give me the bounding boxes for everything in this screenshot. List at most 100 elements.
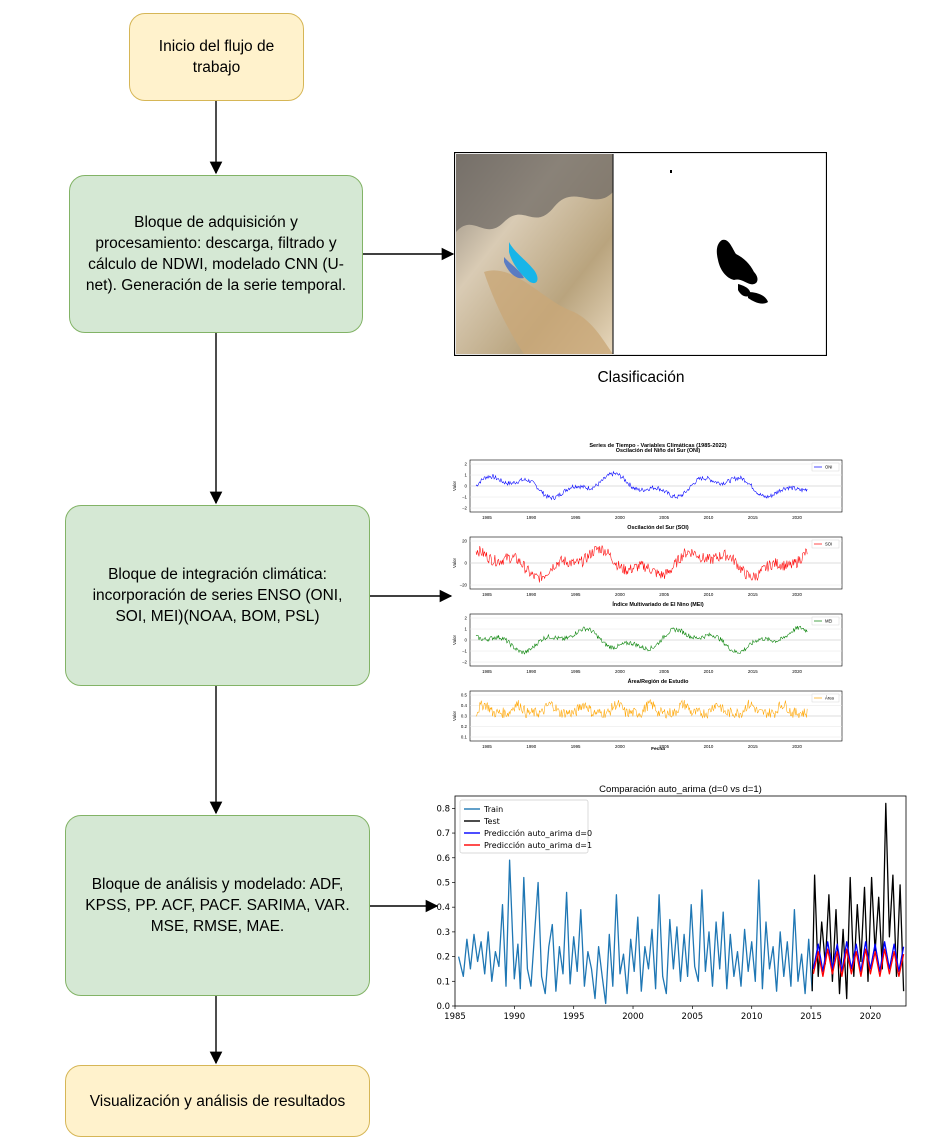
climate-y-tick: 0.4 — [461, 703, 468, 708]
climate-y-tick: −2 — [462, 506, 468, 511]
climate-x-tick: 2010 — [704, 669, 714, 674]
climate-legend-label: ONI — [825, 465, 832, 470]
climate-x-tick: 2000 — [615, 669, 625, 674]
climate-y-tick: 2 — [465, 462, 468, 467]
climate-y-tick: 0.1 — [461, 735, 468, 740]
climate-panel-title: Índice Multivariado de El Nino (MEI) — [612, 600, 704, 608]
chart-series-line — [457, 859, 813, 1005]
climate-x-tick: 1995 — [571, 592, 581, 597]
analysis-node: Bloque de análisis y modelado: ADF, KPSS… — [65, 815, 370, 996]
climate-series-figure: Series de Tiempo - Variables Climáticas … — [452, 443, 843, 752]
climate-y-tick: 0 — [465, 638, 468, 643]
arima-comparison-chart: Comparación auto_arima (d=0 vs d=1) 0.0 0.… — [436, 784, 907, 1022]
chart-legend-label: Train — [483, 805, 503, 814]
climate-series-line — [475, 625, 808, 655]
chart-legend-label: Test — [483, 817, 500, 826]
climate-x-tick: 2020 — [792, 592, 802, 597]
chart-legend — [459, 799, 589, 854]
climate-legend-box — [811, 693, 840, 703]
climate-node: Bloque de integración climática: incorpo… — [65, 505, 370, 686]
start-node: Inicio del flujo de trabajo — [129, 13, 304, 101]
climate-y-tick: −1 — [462, 649, 468, 654]
chart-x-tick-label: 2005 — [682, 1012, 704, 1022]
chart-x-tick-label: 2015 — [800, 1012, 822, 1022]
chart-x-tick-label: 1990 — [504, 1012, 526, 1022]
climate-panel-title: Oscilación del Niño del Sur (ONI) — [616, 448, 701, 454]
climate-x-tick: 2020 — [792, 744, 802, 749]
climate-y-tick: 1 — [465, 627, 468, 632]
start-node-label: Inicio del flujo de trabajo — [158, 38, 275, 76]
climate-y-tick: 0.2 — [461, 724, 468, 729]
results-node: Visualización y análisis de resultados — [65, 1065, 370, 1137]
climate-y-tick: 0 — [465, 561, 468, 566]
chart-series-line — [812, 941, 905, 973]
analysis-node-label: Bloque de análisis y modelado: ADF, KPSS… — [85, 876, 350, 935]
chart-y-tick-label: 0.2 — [436, 953, 450, 963]
chart-y-tick-label: 0.7 — [436, 829, 450, 839]
climate-legend-box — [811, 462, 840, 472]
climate-legend-box — [811, 539, 840, 549]
climate-x-tick: 1990 — [526, 515, 536, 520]
climate-legend-label: SOI — [825, 542, 832, 547]
classification-mask — [670, 170, 768, 304]
climate-y-tick: −2 — [462, 660, 468, 665]
climate-legend-box — [811, 616, 840, 626]
climate-y-label: Valor — [452, 635, 457, 645]
climate-legend-label: MEI — [825, 619, 832, 624]
chart-series-line — [812, 948, 905, 978]
chart-y-tick-label: 0.4 — [436, 903, 450, 913]
chart-y-tick-label: 0.8 — [436, 804, 450, 814]
climate-x-tick: 2000 — [615, 744, 625, 749]
climate-y-label: Valor — [452, 558, 457, 568]
chart-title: Comparación auto_arima (d=0 vs d=1) — [599, 784, 762, 795]
climate-suptitle: Series de Tiempo - Variables Climáticas … — [589, 443, 726, 449]
climate-x-tick: 1985 — [482, 515, 492, 520]
chart-y-tick-label: 0.3 — [436, 928, 450, 938]
classification-caption: Clasificación — [597, 369, 685, 386]
climate-x-tick: 2020 — [792, 515, 802, 520]
climate-x-tick: 1995 — [571, 669, 581, 674]
climate-x-tick: 2020 — [792, 669, 802, 674]
climate-legend-label: Área — [825, 696, 835, 701]
climate-x-tick: 2015 — [748, 592, 758, 597]
climate-x-tick: 2000 — [615, 592, 625, 597]
climate-x-tick: 1995 — [571, 744, 581, 749]
climate-x-tick: 2010 — [704, 744, 714, 749]
climate-node-label: Bloque de integración climática: incorpo… — [92, 566, 343, 625]
climate-panel-title: Oscilación del Sur (SOI) — [627, 525, 689, 531]
climate-y-tick: 0 — [465, 484, 468, 489]
climate-y-tick: 0.3 — [461, 714, 468, 719]
climate-x-tick: 1985 — [482, 744, 492, 749]
climate-panel-title: Área/Región de Estudio — [628, 678, 690, 685]
climate-y-tick: 0.5 — [461, 693, 468, 698]
climate-series-line — [475, 470, 808, 501]
climate-x-tick: 1990 — [526, 744, 536, 749]
climate-x-tick: 2015 — [748, 744, 758, 749]
climate-y-label: Valor — [452, 711, 457, 721]
chart-y-tick-label: 0.0 — [436, 1002, 450, 1012]
climate-series-line — [475, 699, 808, 719]
chart-x-tick-label: 1985 — [444, 1012, 466, 1022]
climate-y-tick: 20 — [462, 539, 467, 544]
climate-y-tick: −20 — [460, 583, 468, 588]
chart-legend-label: Predicción auto_arima d=0 — [484, 828, 592, 838]
chart-series-line — [811, 802, 905, 1000]
climate-y-tick: 2 — [465, 616, 468, 621]
chart-legend-label: Predicción auto_arima d=1 — [484, 840, 592, 850]
climate-x-tick: 1990 — [526, 592, 536, 597]
climate-x-tick: 2015 — [748, 515, 758, 520]
climate-x-tick: 2015 — [748, 669, 758, 674]
climate-x-tick: 2005 — [659, 669, 669, 674]
chart-x-tick-label: 2020 — [860, 1012, 882, 1022]
climate-x-tick: 1985 — [482, 592, 492, 597]
acquisition-node: Bloque de adquisición y procesamiento: d… — [69, 175, 363, 333]
climate-x-label: Fecha — [651, 746, 665, 752]
acquisition-node-label: Bloque de adquisición y procesamiento: d… — [85, 214, 347, 294]
climate-y-tick: 1 — [465, 473, 468, 478]
satellite-image — [456, 154, 613, 354]
chart-x-tick-label: 2010 — [741, 1012, 763, 1022]
climate-x-tick: 2010 — [704, 592, 714, 597]
chart-y-tick-label: 0.5 — [436, 878, 450, 888]
climate-y-tick: −1 — [462, 495, 468, 500]
